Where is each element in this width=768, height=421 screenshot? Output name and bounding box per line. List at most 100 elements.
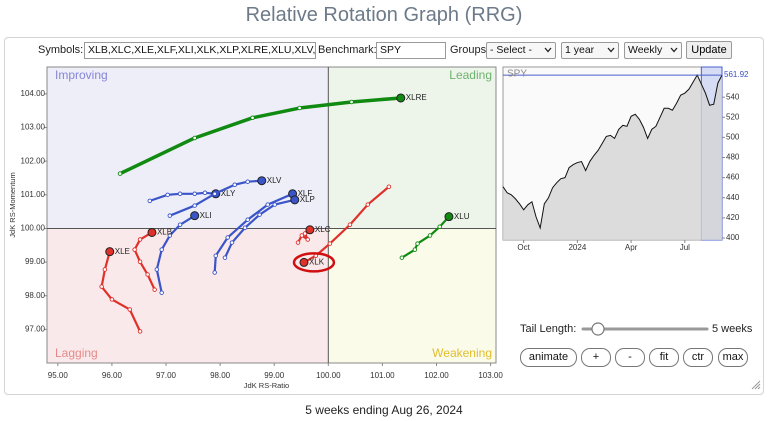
price-line: [502, 73, 723, 230]
y-tick-label: 520: [726, 112, 740, 121]
tail-point: [245, 179, 250, 184]
tail-point: [415, 241, 420, 246]
tail-point: [99, 284, 104, 289]
y-tick-label: 97.00: [25, 324, 46, 333]
tail-point: [437, 224, 442, 230]
x-tick-label: 96.00: [102, 371, 123, 380]
update-button[interactable]: Update: [686, 41, 732, 59]
tail-line: [118, 96, 403, 176]
groups-label: Groups:: [450, 44, 490, 56]
quadrant-weakening: [328, 228, 496, 363]
tail-point: [265, 202, 270, 207]
tail-head: [190, 211, 200, 221]
slider-thumb[interactable]: [591, 322, 605, 336]
tail-point: [272, 202, 277, 207]
tail-point: [245, 217, 250, 222]
series-label: XLK: [309, 258, 325, 267]
tail-point: [109, 297, 115, 302]
tail-point: [159, 247, 164, 252]
symbols-input[interactable]: XLB,XLC,XLE,XLF,XLI,XLK,XLP,XLRE,XLU,XLV…: [84, 42, 316, 59]
tail-point: [165, 192, 170, 198]
rrg-button[interactable]: fit: [649, 348, 679, 367]
x-tick-label: 103.00: [478, 371, 503, 380]
tail-point: [167, 213, 173, 218]
tail-point: [327, 241, 333, 246]
tail-line: [400, 215, 451, 259]
x-tick-label: 98.00: [210, 371, 231, 380]
y-tick-label: 104.00: [21, 89, 46, 98]
tail-line: [100, 250, 142, 333]
tail-point: [202, 190, 208, 196]
quadrant-label: Leading: [449, 68, 492, 82]
groups-select[interactable]: - Select -: [486, 42, 556, 59]
tail-point: [347, 222, 353, 228]
y-tick-label: 100.00: [21, 224, 46, 233]
tail-point: [177, 191, 183, 197]
tail-point: [192, 203, 197, 208]
series-label: XLU: [454, 212, 470, 221]
tail-head: [147, 227, 157, 237]
series-label: XLP: [300, 195, 315, 204]
series-label: XLV: [267, 176, 282, 185]
tail-point: [222, 255, 228, 260]
tail-point: [132, 247, 137, 252]
rrg-button[interactable]: +: [581, 348, 611, 367]
tail-point: [212, 191, 217, 197]
footer-text: 5 weeks ending Aug 26, 2024: [305, 403, 463, 417]
quadrant-improving: [47, 67, 329, 229]
highlight-ring: [292, 252, 336, 273]
x-tick-label: 100.00: [316, 371, 341, 380]
tail-head: [105, 247, 115, 257]
tail-point: [192, 191, 197, 197]
y-tick-label: 460: [726, 173, 740, 182]
y-tick-label: 98.00: [25, 291, 46, 300]
series-label: XLI: [200, 211, 212, 220]
benchmark-label: Benchmark:: [318, 44, 377, 56]
x-tick-label: Jul: [680, 243, 690, 252]
tail-point: [137, 329, 143, 334]
tail-point: [154, 267, 160, 272]
resize-grip[interactable]: [751, 380, 761, 390]
rrg-button[interactable]: ctr: [683, 348, 713, 367]
tail-head: [396, 93, 406, 103]
tail-line: [302, 185, 390, 264]
x-tick-label: 95.00: [48, 371, 69, 380]
tail-length-value: 5 weeks: [712, 323, 753, 335]
y-tick-label: 102.00: [21, 156, 46, 165]
x-tick-label: 101.00: [370, 371, 395, 380]
y-tick-label: 99.00: [25, 257, 46, 266]
tail-point: [137, 237, 143, 242]
tail-point: [192, 135, 197, 141]
rrg-chart: Improving Leading Lagging Weakening 95.00 96.…: [8, 66, 503, 390]
chart-title: SPY: [507, 69, 527, 80]
quadrant-label: Lagging: [55, 346, 98, 360]
dropdown-arrow: [607, 47, 615, 53]
frequency-select[interactable]: Weekly: [624, 42, 682, 59]
tail-point: [225, 235, 230, 240]
tail-line: [155, 214, 196, 294]
x-tick-label: Apr: [625, 243, 638, 252]
tail-point: [412, 247, 418, 252]
benchmark-input[interactable]: SPY: [376, 42, 446, 59]
dropdown-arrow: [544, 47, 552, 53]
x-tick-label: 102.00: [424, 371, 449, 380]
tail-head: [299, 257, 309, 267]
x-tick-label: 99.00: [264, 371, 285, 380]
tail-point: [242, 225, 248, 231]
tail-head: [290, 195, 300, 205]
rrg-button[interactable]: max: [718, 348, 748, 367]
series-label: XLY: [221, 189, 236, 198]
period-select-value: 1 year: [565, 44, 595, 56]
y-tick-label: 103.00: [21, 123, 46, 132]
tail-point: [152, 287, 157, 292]
tail-line: [223, 198, 296, 259]
tail-line: [213, 192, 294, 274]
rrg-button[interactable]: -: [615, 348, 645, 367]
period-select[interactable]: 1 year: [561, 42, 619, 59]
x-axis-label: JdK RS-Ratio: [244, 381, 289, 390]
y-tick-label: 500: [726, 133, 740, 142]
x-tick-label: 97.00: [156, 371, 177, 380]
series-label: XLE: [115, 247, 130, 256]
rrg-button[interactable]: animate: [520, 348, 577, 367]
